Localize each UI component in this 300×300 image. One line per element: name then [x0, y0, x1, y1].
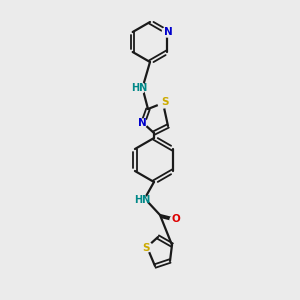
- Text: O: O: [172, 214, 180, 224]
- Circle shape: [162, 27, 172, 37]
- Circle shape: [133, 82, 145, 94]
- Text: HN: HN: [131, 83, 147, 93]
- Text: HN: HN: [134, 195, 150, 205]
- Text: N: N: [138, 118, 146, 128]
- Circle shape: [170, 216, 178, 224]
- Text: S: S: [142, 243, 150, 253]
- Circle shape: [158, 98, 168, 108]
- Text: N: N: [164, 27, 173, 37]
- Circle shape: [142, 242, 152, 252]
- Circle shape: [139, 119, 147, 127]
- Text: S: S: [161, 97, 169, 107]
- Circle shape: [137, 195, 147, 205]
